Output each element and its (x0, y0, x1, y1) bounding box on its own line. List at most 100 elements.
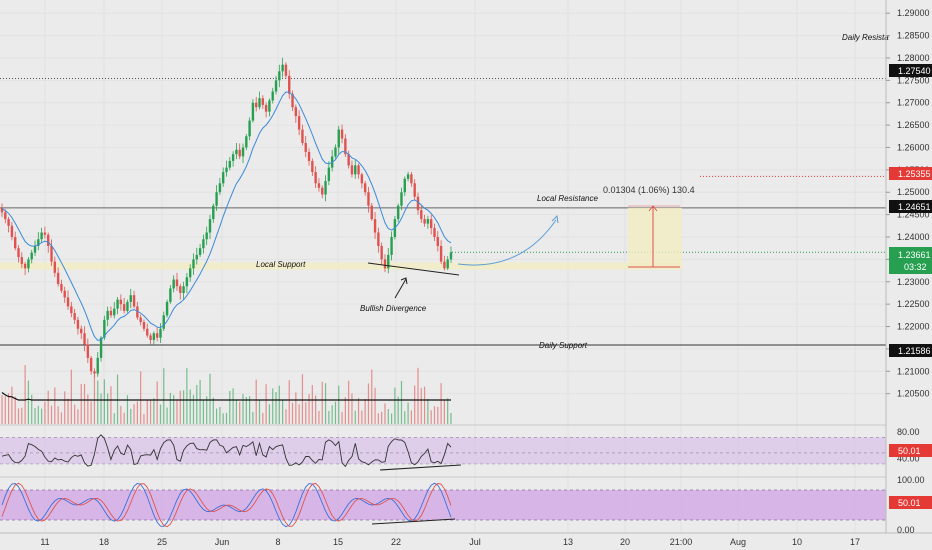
price-tick-label: 1.20500 (897, 389, 930, 399)
price-levels (0, 78, 886, 346)
candle-body (116, 299, 119, 309)
volume-bar (437, 406, 439, 424)
candle-body (423, 219, 426, 224)
volume-bar (324, 383, 327, 424)
divergence-line-rsi[interactable] (379, 464, 462, 471)
volume-bar (400, 380, 403, 424)
volume-bar (298, 404, 300, 424)
candle-body (63, 290, 66, 298)
daily-support-label[interactable]: Daily Support (539, 341, 588, 350)
volume-bar (140, 371, 142, 424)
tag-local-resistance-text: 1.24651 (898, 202, 931, 212)
volume-bar (275, 392, 277, 424)
candle-body (294, 107, 298, 117)
volume-bar (334, 401, 337, 424)
candle-body (373, 219, 377, 233)
time-tick-label: 11 (40, 537, 49, 547)
volume-bar (21, 407, 23, 424)
candle-body (7, 219, 10, 226)
divergence-line-price[interactable] (367, 262, 460, 276)
candle-body (387, 254, 390, 269)
volume-bar (123, 412, 125, 424)
time-axis[interactable]: 11 18 25 Jun 8 15 22 Jul 13 20 21:00 Aug 10 17 (40, 537, 860, 547)
candle-body (152, 333, 156, 340)
candle-body (288, 75, 291, 94)
volume-bar (225, 412, 228, 424)
time-tick-label: Aug (730, 537, 746, 547)
volume-bar (215, 408, 218, 424)
measure-box[interactable] (628, 207, 682, 267)
volume-bar (57, 406, 59, 424)
volume-bar (189, 389, 191, 424)
candle-body (347, 154, 350, 166)
volume-bar (440, 383, 442, 424)
candle-body (172, 279, 175, 289)
candle-body (390, 237, 393, 255)
local-support-zone[interactable] (0, 262, 682, 270)
time-tick-label: Jun (215, 537, 230, 547)
time-tick-label: 17 (850, 537, 860, 547)
candle-body (175, 279, 179, 287)
volume-bar (60, 412, 63, 424)
candle-body (400, 192, 403, 206)
candle-body (367, 192, 370, 206)
candle-body (354, 165, 357, 175)
time-tick-label: 18 (99, 537, 109, 547)
candle-body (103, 319, 106, 338)
candle-body (248, 120, 251, 137)
candle-body (284, 64, 288, 76)
candle-body (73, 313, 76, 320)
candle-body (231, 154, 235, 161)
candle-body (56, 272, 60, 284)
candle-body (218, 183, 222, 193)
tag-resistance-red-text: 1.25355 (898, 169, 931, 179)
tag-rsi-value-text: 50.01 (898, 446, 921, 456)
local-resistance-label[interactable]: Local Resistance (537, 194, 598, 203)
volume-bar (182, 390, 185, 424)
volume-bar (364, 398, 366, 424)
price-tick-label: 1.28500 (897, 31, 930, 41)
candle-body (413, 183, 416, 197)
candle-body (169, 288, 172, 302)
divergence-line-stoch[interactable] (371, 518, 456, 525)
volume-bar (404, 411, 406, 424)
volume-bar (120, 405, 122, 424)
stoch-tick-label: 0.00 (897, 525, 915, 535)
volume-bar (390, 413, 393, 424)
candle-body (119, 299, 123, 305)
price-tick-label: 1.25000 (897, 187, 930, 197)
tag-local-resistance (889, 200, 932, 213)
stoch-tick-label: 100.00 (897, 475, 925, 485)
candle-body (350, 165, 354, 175)
volume-bar (87, 394, 89, 424)
candle-body (334, 147, 337, 157)
candle-body (188, 268, 192, 278)
divergence-pointer (394, 278, 407, 299)
candle-body (136, 306, 139, 318)
bullish-divergence-label[interactable]: Bullish Divergence (360, 304, 427, 313)
candle-body (324, 181, 327, 195)
candle-body (314, 172, 317, 184)
tag-daily-support-text: 1.21586 (898, 346, 931, 356)
time-tick-label: 15 (333, 537, 343, 547)
volume-bar (384, 403, 386, 424)
price-tick-label: 1.27500 (897, 75, 930, 85)
candle-body (344, 138, 347, 155)
measure-label[interactable]: 0.01304 (1.06%) 130.4 (603, 185, 695, 195)
projection-arrow[interactable] (457, 219, 557, 266)
candle-body (86, 344, 90, 358)
candle-body (146, 328, 149, 336)
candle-body (205, 232, 208, 240)
volume-bar (179, 390, 181, 424)
local-support-label[interactable]: Local Support (256, 260, 306, 269)
volume-bar (417, 367, 419, 424)
volume-bar (232, 388, 234, 424)
volume-bar (252, 411, 254, 424)
volume-bar (133, 404, 135, 424)
daily-resistance-label[interactable]: Daily Resista (842, 33, 889, 42)
volume-bar (410, 410, 412, 424)
candle-body (23, 263, 27, 269)
volume-bar (31, 394, 33, 424)
volume-bar (146, 399, 148, 424)
